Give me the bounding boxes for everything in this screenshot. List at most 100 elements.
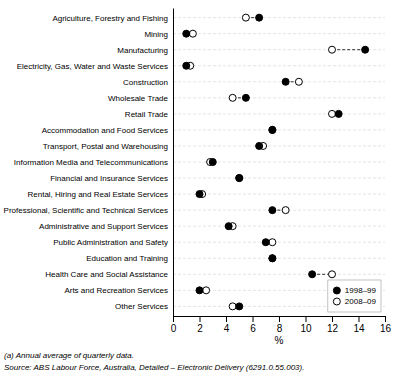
point [295,78,302,85]
y-tick: Health Care and Social Assistance [45,270,173,279]
grid-line [173,33,385,34]
y-tick-label: Rental, Hiring and Real Estate Services [27,190,168,199]
y-tick: Wholesale Trade [108,94,173,103]
point [196,191,203,198]
legend-symbol [333,298,340,305]
point [229,303,236,310]
grid-line [173,65,385,66]
legend-box [328,280,381,312]
y-tick-label: Arts and Recreation Services [64,286,168,295]
chart: 0 2 4 6 8 10 12 14 16 Agriculture, Forestry and F… [0,0,397,378]
x-tick: 12 [327,316,339,334]
grid [173,18,385,307]
y-tick-label: Health Care and Social Assistance [45,270,168,279]
grid-line [173,17,385,18]
y-tick-label: Mining [144,30,168,39]
y-tick: Professional, Scientific and Technical S… [4,206,173,215]
y-tick-label: Public Administration and Safety [53,238,168,247]
grid-line [173,113,385,114]
x-tick-mark [226,316,227,322]
point [309,271,316,278]
y-tick-label: Electricity, Gas, Water and Waste Servic… [17,62,168,71]
x-tick: 16 [380,316,392,334]
grid-line [173,97,385,98]
grid-line [173,81,385,82]
point [329,271,336,278]
point [282,78,289,85]
point [335,110,342,117]
y-tick: Other Services [115,302,173,311]
x-tick-mark [253,316,254,322]
y-tick-label: Administrative and Support Services [39,222,168,231]
grid-line [173,129,385,130]
point [269,255,276,262]
grid-line [173,49,385,50]
point [236,175,243,182]
y-tick-label: Information Media and Telecommunications [14,158,168,167]
x-tick: 4 [224,316,230,334]
point [329,46,336,53]
y-tick: Rental, Hiring and Real Estate Services [27,190,173,199]
x-axis: 0 2 4 6 8 10 12 14 16 [171,316,392,334]
point [229,94,236,101]
x-tick-label: 0 [171,323,177,334]
y-tick: Accommodation and Food Services [42,126,173,135]
y-tick: Financial and Insurance Services [50,174,173,183]
x-axis-line [174,317,386,323]
annotation: (a) Annual average of quarterly data. [4,351,134,360]
y-tick-label: Construction [123,78,168,87]
y-tick: Agriculture, Forestry and Fishing [52,14,173,23]
point [242,14,249,21]
legend-label: 1998–99 [345,286,377,295]
point [269,126,276,133]
legend-symbol [333,287,340,294]
x-tick-mark [359,316,360,322]
x-tick-mark [279,316,280,322]
grid-line [173,162,385,163]
x-tick-mark [200,316,201,322]
x-tick-label: 2 [197,323,203,334]
annotation: Source: ABS Labour Force, Australia, Det… [4,363,304,372]
legend: 1998–99 2008–09 [328,280,381,312]
x-tick-mark [385,316,386,322]
point [236,303,243,310]
grid-line [173,226,385,227]
y-tick-label: Retail Trade [125,110,169,119]
x-tick: 10 [300,316,312,334]
y-tick: Transport, Postal and Warehousing [43,142,173,151]
x-tick-mark [332,316,333,322]
y-tick-label: Agriculture, Forestry and Fishing [52,14,168,23]
y-tick: Electricity, Gas, Water and Waste Servic… [17,62,173,71]
x-tick-label: 6 [250,323,256,334]
point [209,159,216,166]
point [269,126,276,133]
y-tick-label: Professional, Scientific and Technical S… [4,206,168,215]
x-tick-label: 16 [380,323,392,334]
grid-line [173,274,385,275]
y-tick: Mining [144,30,173,39]
x-tick-label: 14 [353,323,365,334]
y-tick-label: Other Services [115,302,168,311]
point [196,287,203,294]
y-axis-line [173,9,174,317]
x-tick: 0 [171,316,177,334]
y-tick: Information Media and Telecommunications [14,158,173,167]
y-tick: Administrative and Support Services [39,222,173,231]
point [236,175,243,182]
point [262,239,269,246]
x-tick: 8 [277,316,283,334]
y-tick: Manufacturing [117,46,173,55]
x-tick-mark [173,316,174,322]
x-tick: 6 [250,316,256,334]
y-tick-label: Accommodation and Food Services [42,126,168,135]
x-tick-label: 12 [327,323,339,334]
y-tick-label: Financial and Insurance Services [50,174,168,183]
point [225,223,232,230]
legend-label: 2008–09 [345,297,377,306]
x-tick: 14 [353,316,365,334]
plot: 0 2 4 6 8 10 12 14 16 Agriculture, Forestry and F… [4,9,392,335]
point [256,142,263,149]
point [242,94,249,101]
y-tick: Public Administration and Safety [53,238,173,247]
x-tick-label: 10 [300,323,312,334]
